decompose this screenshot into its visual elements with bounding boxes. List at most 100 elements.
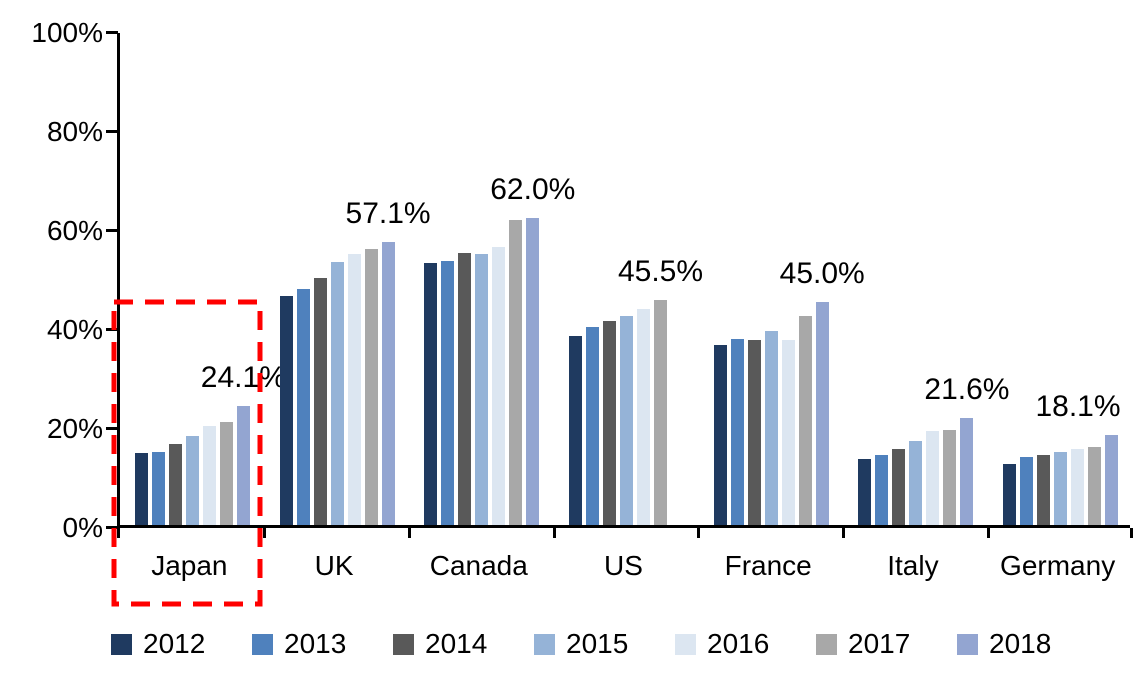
- bar-2018-canada: [526, 218, 540, 525]
- bar-2018-uk: [381, 242, 395, 525]
- legend-label-2018: 2018: [989, 628, 1052, 659]
- bar-2017-us: [653, 299, 667, 525]
- legend-label-2014: 2014: [425, 628, 488, 659]
- legend-item-2014: 2014: [393, 628, 487, 660]
- legend-label-2015: 2015: [566, 628, 629, 659]
- legend-label-2013: 2013: [284, 628, 347, 659]
- bar-2014-us: [602, 321, 616, 525]
- legend-swatch-2016: [675, 633, 696, 655]
- bar-group-japan: [120, 33, 265, 525]
- bar-2013-france: [730, 339, 744, 525]
- y-axis-tick: [106, 229, 118, 232]
- bar-2013-us: [585, 327, 599, 525]
- y-axis-tick-label: 100%: [31, 17, 103, 48]
- category-label-canada: Canada: [429, 550, 528, 581]
- x-axis-tick: [1130, 528, 1133, 538]
- x-axis-tick: [552, 528, 556, 538]
- bar-2014-canada: [458, 253, 472, 525]
- legend-label-2016: 2016: [707, 628, 770, 659]
- legend-swatch-2013: [252, 633, 273, 655]
- y-axis-tick: [106, 427, 118, 430]
- bar-2015-uk: [330, 261, 344, 525]
- bar-2015-italy: [909, 441, 923, 525]
- legend-swatch-2012: [111, 633, 132, 655]
- y-axis-tick-label: 80%: [46, 116, 103, 147]
- bar-2013-germany: [1020, 457, 1034, 525]
- category-label-germany: Germany: [1000, 550, 1116, 581]
- bar-2013-japan: [151, 451, 165, 525]
- plot-area: 24.1% 57.1% 62.0% 45.5% 45.0% 21.6% 18.1%: [106, 31, 1133, 538]
- bar-2015-us: [619, 315, 633, 525]
- bar-2015-canada: [475, 254, 489, 525]
- data-label-canada: 62.0%: [490, 173, 576, 207]
- bar-2013-canada: [441, 260, 455, 525]
- bar-2012-uk: [279, 296, 293, 525]
- category-label-japan: Japan: [151, 550, 228, 581]
- bar-2017-france: [798, 316, 812, 525]
- bar-group-france: [699, 33, 844, 525]
- x-axis-tick: [697, 528, 701, 538]
- category-label-us: US: [604, 550, 643, 581]
- category-label-uk: UK: [314, 550, 354, 581]
- bar-2016-us: [636, 309, 650, 525]
- x-axis-tick: [407, 528, 411, 538]
- bar-2018-germany: [1105, 435, 1119, 525]
- legend-swatch-2014: [393, 633, 414, 655]
- x-axis-tick: [117, 528, 120, 538]
- bar-group-uk: [265, 33, 410, 525]
- legend-swatch-2017: [816, 633, 837, 655]
- x-axis-tick: [263, 528, 267, 538]
- bar-2013-uk: [296, 288, 310, 525]
- bar-2016-france: [781, 340, 795, 525]
- y-axis-tick-label: 60%: [46, 215, 103, 246]
- bar-2017-germany: [1088, 446, 1102, 525]
- bar-2014-france: [747, 339, 761, 525]
- legend-item-2018: 2018: [957, 628, 1051, 660]
- bar-2016-japan: [202, 426, 216, 525]
- bar-2015-france: [764, 330, 778, 525]
- bar-group-italy: [844, 33, 989, 525]
- bar-group-canada: [409, 33, 554, 525]
- bar-2017-japan: [219, 422, 233, 525]
- category-label-italy: Italy: [887, 550, 939, 581]
- bar-2012-japan: [134, 452, 148, 525]
- data-label-italy: 21.6%: [924, 373, 1010, 407]
- bar-2012-italy: [858, 458, 872, 525]
- data-label-france: 45.0%: [779, 257, 865, 291]
- bar-2017-italy: [943, 430, 957, 525]
- legend-item-2015: 2015: [534, 628, 628, 660]
- bar-2016-germany: [1071, 449, 1085, 525]
- legend-swatch-2018: [957, 633, 978, 655]
- legend-item-2016: 2016: [675, 628, 769, 660]
- legend-swatch-2015: [534, 633, 555, 655]
- legend-label-2017: 2017: [848, 628, 911, 659]
- legend-item-2012: 2012: [111, 628, 205, 660]
- data-label-uk: 57.1%: [345, 197, 431, 231]
- bar-2018-japan: [236, 405, 250, 525]
- bar-2018-italy: [960, 418, 974, 525]
- y-axis-tick: [106, 130, 118, 133]
- bar-2012-france: [713, 345, 727, 525]
- bar-2014-italy: [892, 448, 906, 525]
- legend: 2012 2013 2014 2015 2016 2017 2018: [0, 628, 1142, 660]
- bar-2016-italy: [926, 430, 940, 525]
- bar-2014-japan: [168, 443, 182, 525]
- y-axis-tick-label: 0%: [62, 512, 103, 543]
- bar-2012-us: [568, 335, 582, 525]
- bar-2016-canada: [492, 247, 506, 525]
- bar-2014-uk: [313, 278, 327, 525]
- bar-2015-germany: [1054, 452, 1068, 525]
- bar-2017-canada: [509, 219, 523, 525]
- bar-2017-uk: [364, 248, 378, 525]
- y-axis-tick-label: 40%: [46, 314, 103, 345]
- legend-item-2017: 2017: [816, 628, 910, 660]
- bar-2012-canada: [424, 262, 438, 525]
- y-axis-tick-label: 20%: [46, 413, 103, 444]
- data-label-germany: 18.1%: [1035, 390, 1121, 424]
- x-axis-tick: [842, 528, 846, 538]
- bar-group-germany: [988, 33, 1133, 525]
- data-label-us: 45.5%: [617, 254, 704, 288]
- bar-2013-italy: [875, 454, 889, 525]
- bar-group-us: [554, 33, 699, 525]
